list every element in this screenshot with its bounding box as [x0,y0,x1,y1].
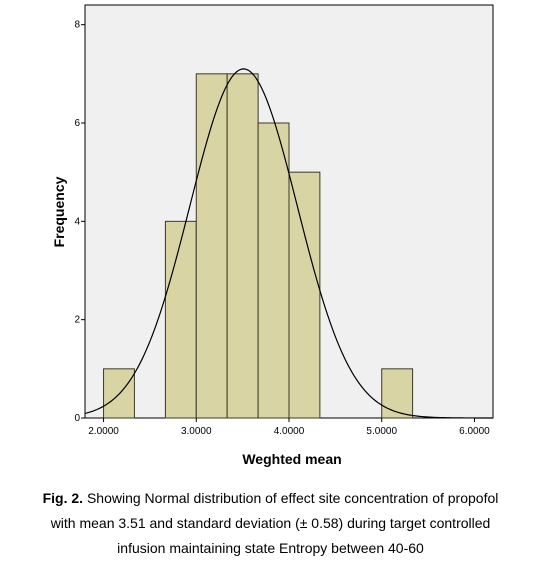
histogram-chart: 0 2 4 6 8 2.0000 3.0000 4.0000 5.0000 6.0000 Fre… [51,4,494,467]
caption-line-2: with mean 3.51 and standard deviation (±… [50,515,491,531]
x-tick-label-4: 4.0000 [274,426,305,437]
caption-line-1-text: Showing Normal distribution of effect si… [83,490,499,506]
y-tick-label-2: 2 [74,315,80,326]
x-tick-label-2: 2.0000 [88,426,119,437]
y-tick-label-4: 4 [74,216,80,227]
y-tick-label-6: 6 [74,118,80,129]
figure-label: Fig. 2. [42,490,84,506]
y-axis-title: Frequency [51,176,67,247]
x-tick-label-3: 3.0000 [181,426,212,437]
x-tick-label-5: 5.0000 [366,426,397,437]
normal-curve [84,68,493,419]
histogram-bar-7 [381,368,414,419]
x-axis-title: Weghted mean [242,451,341,467]
x-axis-ticks: 2.0000 3.0000 4.0000 5.0000 6.0000 [88,418,490,437]
histogram-bar-2 [164,220,197,419]
y-tick-label-8: 8 [74,20,80,31]
histogram-bars [103,73,414,419]
y-tick-label-0: 0 [74,413,80,424]
caption-line-1: Fig. 2. Showing Normal distribution of e… [0,486,541,511]
histogram-bar-6 [288,171,321,419]
caption-line-3: infusion maintaining state Entropy betwe… [117,540,424,556]
histogram-bar-4 [226,73,259,419]
histogram-bar-5 [257,122,290,419]
y-axis-ticks: 0 2 4 6 8 [74,20,85,424]
x-tick-label-6: 6.0000 [459,426,490,437]
figure-caption: Fig. 2. Showing Normal distribution of e… [0,486,541,561]
